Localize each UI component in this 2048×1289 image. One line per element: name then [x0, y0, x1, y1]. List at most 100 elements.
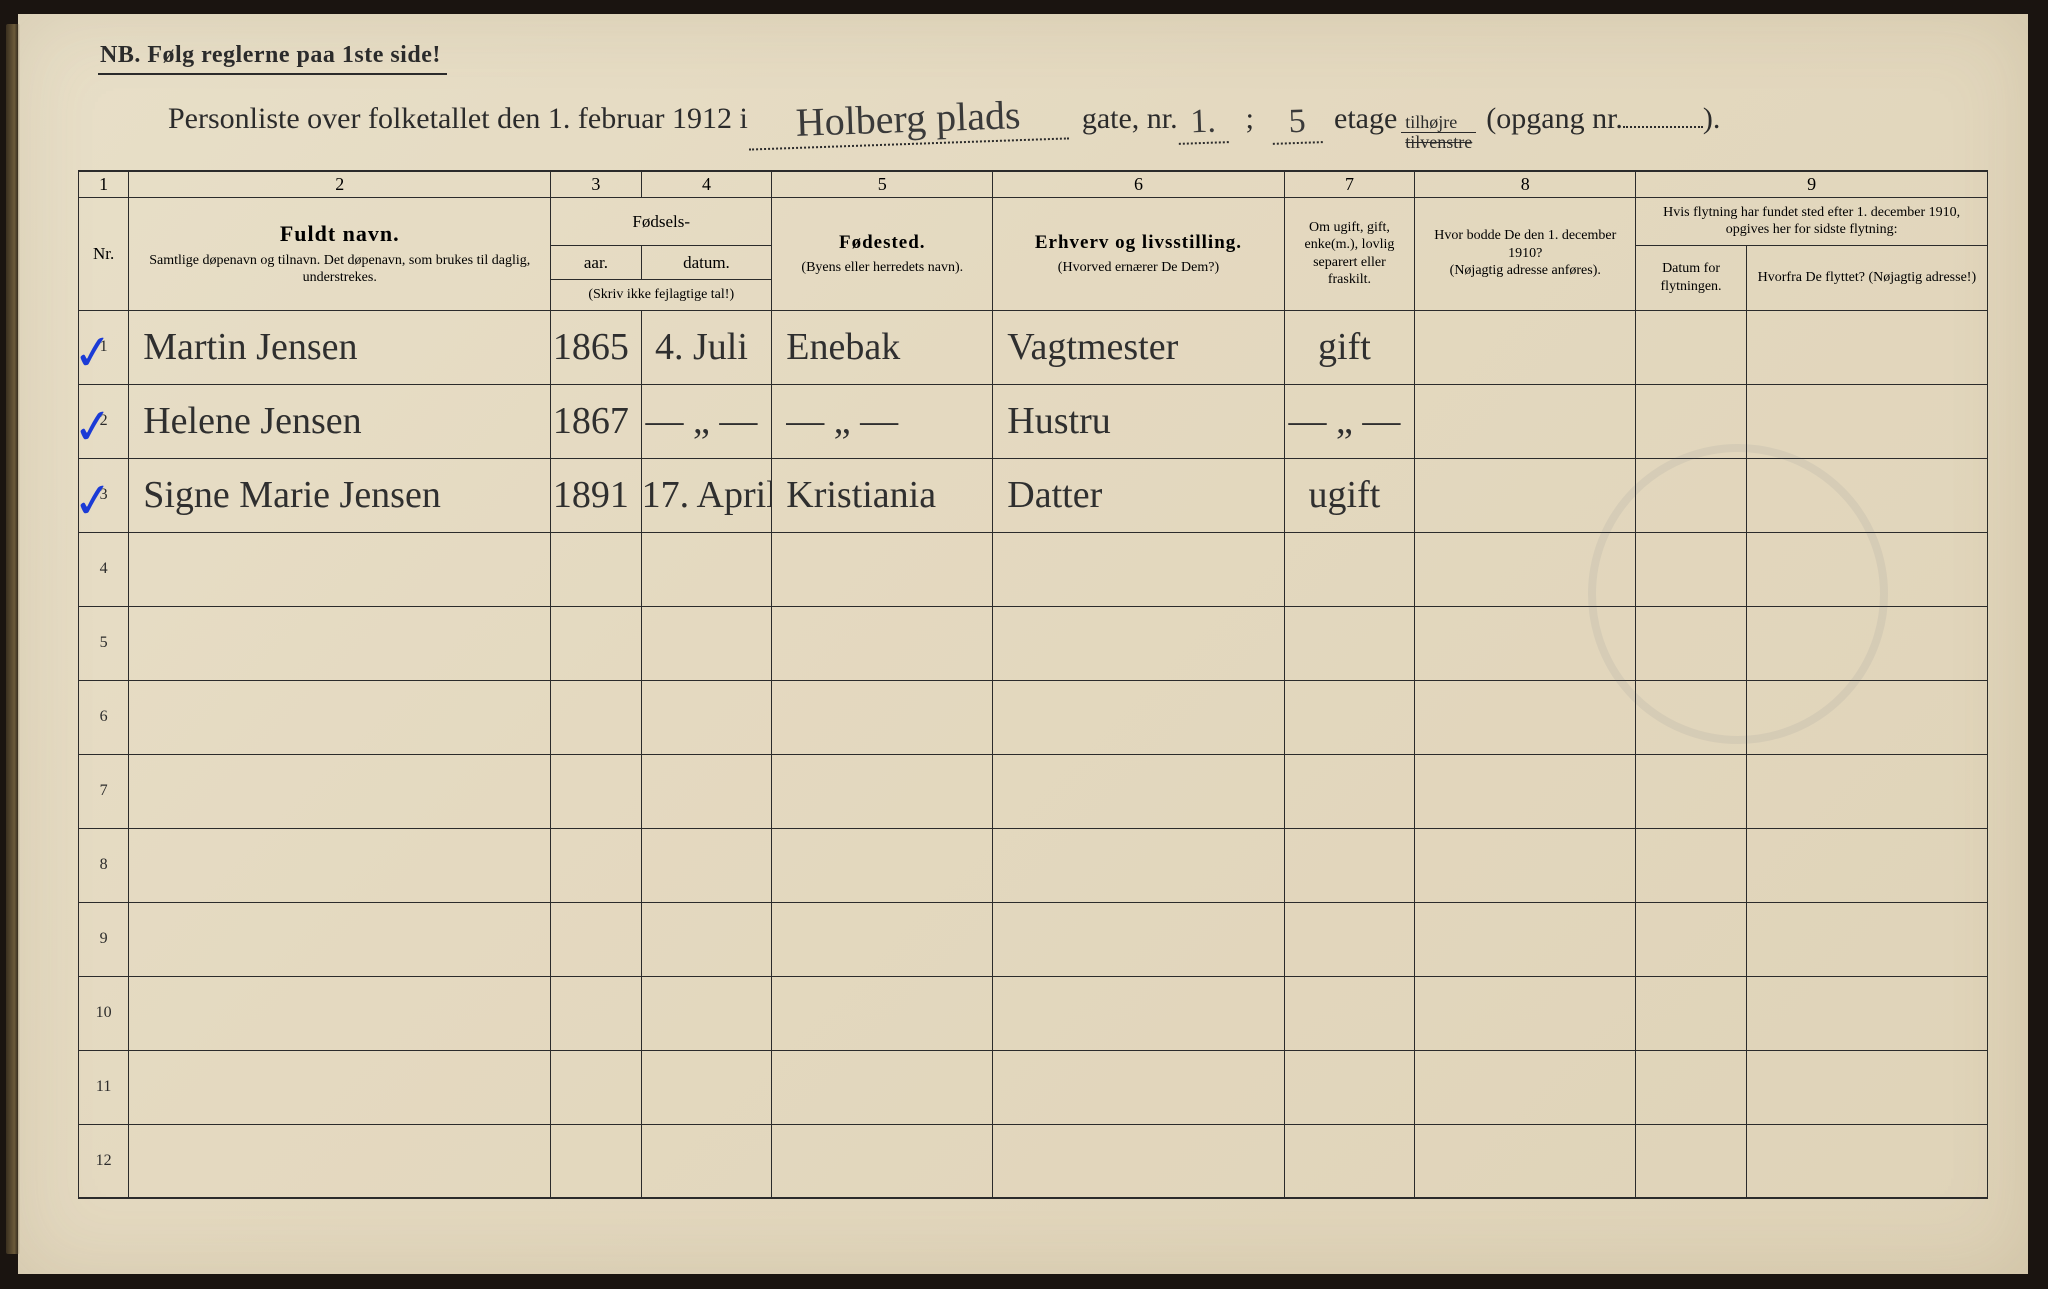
cell-prev-addr — [1415, 680, 1636, 754]
hdr-nr: Nr. — [79, 197, 129, 310]
cell-prev-addr — [1415, 754, 1636, 828]
colnum-8: 8 — [1415, 171, 1636, 198]
census-table: 1 2 3 4 5 6 7 8 9 Nr. Fuldt navn. Samtli… — [78, 170, 1988, 1199]
cell-marital — [1284, 532, 1415, 606]
cell-move-from — [1746, 606, 1987, 680]
cell-move-date — [1636, 828, 1747, 902]
cell-name: Helene Jensen — [129, 384, 551, 458]
table-row: ✓1Martin Jensen18654. JuliEnebakVagtmest… — [79, 310, 1988, 384]
cell-prev-addr — [1415, 828, 1636, 902]
opgang-field — [1623, 125, 1703, 128]
cell-place — [772, 532, 993, 606]
cell-date — [641, 976, 772, 1050]
cell-year — [551, 680, 641, 754]
cell-move-from — [1746, 458, 1987, 532]
cell-prev-addr — [1415, 310, 1636, 384]
colnum-1: 1 — [79, 171, 129, 198]
cell-marital — [1284, 754, 1415, 828]
cell-name — [129, 828, 551, 902]
cell-occupation — [993, 828, 1284, 902]
row-nr: 4 — [79, 532, 129, 606]
checkmark-icon: ✓ — [70, 471, 116, 531]
form-title-row: Personliste over folketallet den 1. febr… — [78, 91, 1988, 152]
cell-occupation — [993, 1050, 1284, 1124]
hdr-occ-main: Erhverv og livsstilling. — [1001, 231, 1275, 255]
cell-year — [551, 532, 641, 606]
cell-name: Martin Jensen — [129, 310, 551, 384]
cell-year — [551, 1050, 641, 1124]
hdr-prev-addr-main: Hvor bodde De den 1. december 1910? — [1434, 228, 1616, 261]
cell-prev-addr — [1415, 976, 1636, 1050]
cell-date — [641, 902, 772, 976]
cell-move-date — [1636, 458, 1747, 532]
cell-year — [551, 902, 641, 976]
cell-occupation — [993, 754, 1284, 828]
cell-date — [641, 532, 772, 606]
hdr-birthplace-main: Fødested. — [780, 231, 984, 255]
row-nr: 10 — [79, 976, 129, 1050]
cell-move-date — [1636, 1050, 1747, 1124]
cell-move-date — [1636, 606, 1747, 680]
header-row-1: Nr. Fuldt navn. Samtlige døpenavn og til… — [79, 197, 1988, 245]
cell-occupation — [993, 532, 1284, 606]
gate-label: gate, nr. — [1082, 102, 1178, 136]
cell-move-from — [1746, 828, 1987, 902]
colnum-5: 5 — [772, 171, 993, 198]
hdr-move-group: Hvis flytning har fundet sted efter 1. d… — [1636, 197, 1988, 245]
cell-move-from — [1746, 902, 1987, 976]
cell-prev-addr — [1415, 1050, 1636, 1124]
cell-occupation — [993, 680, 1284, 754]
semicolon: ; — [1246, 102, 1254, 136]
row-nr: 11 — [79, 1050, 129, 1124]
checkmark-icon: ✓ — [70, 323, 116, 383]
cell-place: — „ — — [772, 384, 993, 458]
cell-date: 17. April — [641, 458, 772, 532]
cell-prev-addr — [1415, 384, 1636, 458]
cell-name — [129, 606, 551, 680]
cell-name — [129, 902, 551, 976]
row-nr: 12 — [79, 1124, 129, 1198]
table-row: 7 — [79, 754, 1988, 828]
cell-place — [772, 1050, 993, 1124]
cell-occupation: Hustru — [993, 384, 1284, 458]
nb-notice: NB. Følg reglerne paa 1ste side! — [98, 42, 447, 75]
cell-date: 4. Juli — [641, 310, 772, 384]
cell-occupation — [993, 902, 1284, 976]
cell-move-date — [1636, 532, 1747, 606]
hdr-move-from: Hvorfra De flyttet? (Nøjagtig adresse!) — [1746, 245, 1987, 310]
cell-move-from — [1746, 680, 1987, 754]
colnum-7: 7 — [1284, 171, 1415, 198]
hdr-move-date: Datum for flytningen. — [1636, 245, 1747, 310]
table-row: 10 — [79, 976, 1988, 1050]
cell-date — [641, 1124, 772, 1198]
cell-occupation: Datter — [993, 458, 1284, 532]
cell-move-date — [1636, 1124, 1747, 1198]
hdr-prev-addr-sub: (Nøjagtig adresse anføres). — [1423, 262, 1627, 280]
cell-year — [551, 1124, 641, 1198]
table-row: 5 — [79, 606, 1988, 680]
cell-move-from — [1746, 754, 1987, 828]
side-top: tilhøjre — [1401, 113, 1476, 133]
cell-name — [129, 754, 551, 828]
cell-move-from — [1746, 1124, 1987, 1198]
cell-marital — [1284, 828, 1415, 902]
cell-place — [772, 754, 993, 828]
cell-name — [129, 532, 551, 606]
row-nr: ✓3 — [79, 458, 129, 532]
cell-marital — [1284, 1124, 1415, 1198]
cell-name — [129, 1050, 551, 1124]
title-prefix: Personliste over folketallet den 1. febr… — [168, 102, 748, 136]
cell-marital: ugift — [1284, 458, 1415, 532]
cell-marital — [1284, 680, 1415, 754]
cell-name — [129, 1124, 551, 1198]
row-nr: 7 — [79, 754, 129, 828]
cell-marital: gift — [1284, 310, 1415, 384]
cell-move-from — [1746, 1050, 1987, 1124]
cell-place — [772, 828, 993, 902]
colnum-4: 4 — [641, 171, 772, 198]
hdr-name-sub: Samtlige døpenavn og tilnavn. Det døpena… — [137, 252, 542, 287]
cell-date — [641, 680, 772, 754]
table-row: 8 — [79, 828, 1988, 902]
cell-prev-addr — [1415, 1124, 1636, 1198]
table-row: ✓3Signe Marie Jensen189117. AprilKristia… — [79, 458, 1988, 532]
